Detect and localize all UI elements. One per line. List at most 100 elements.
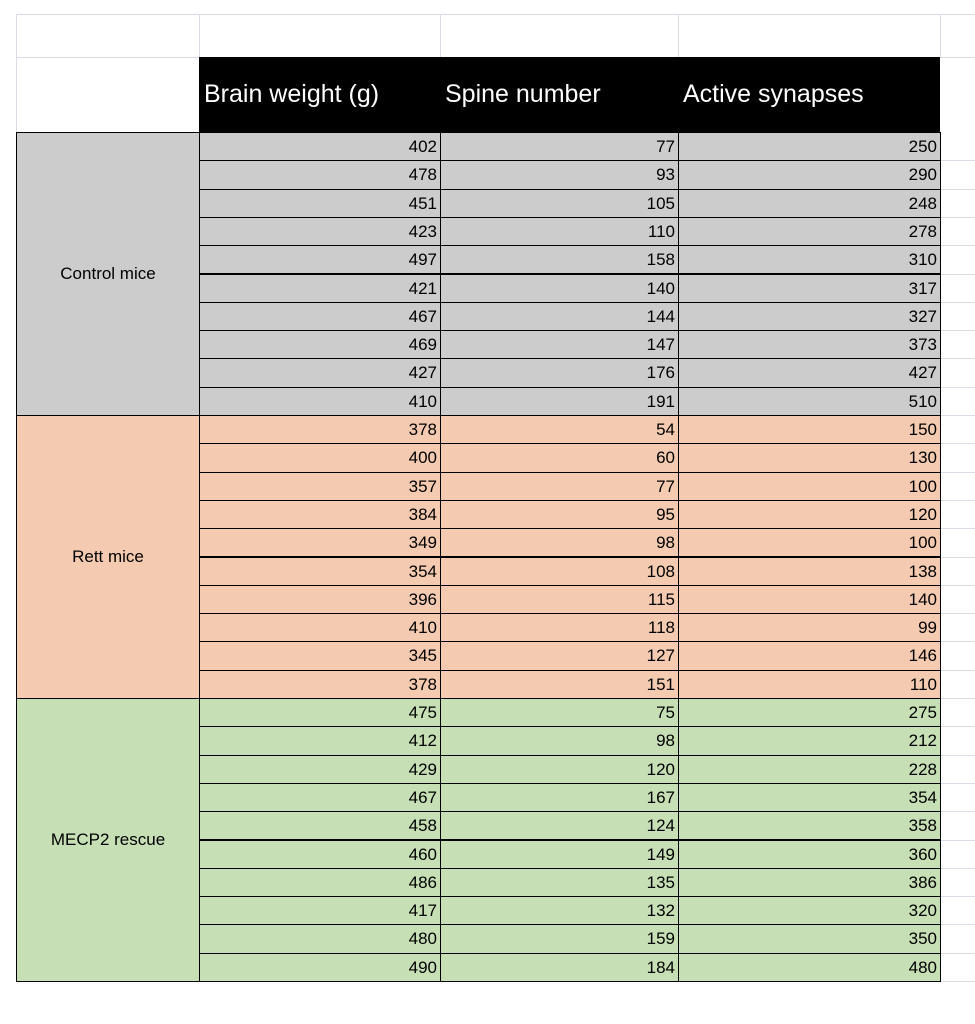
cell: 410 — [199, 386, 441, 416]
cell: 317 — [678, 273, 941, 303]
cell: 248 — [678, 188, 941, 218]
grid-line — [941, 782, 975, 784]
grid-line — [941, 698, 975, 699]
cell: 378 — [199, 415, 441, 445]
cell: 115 — [440, 584, 679, 615]
cell: 417 — [199, 896, 441, 926]
cell: 320 — [678, 896, 941, 926]
cell: 167 — [440, 782, 679, 813]
cell: 427 — [678, 358, 941, 388]
cell: 140 — [678, 584, 941, 615]
cell: 350 — [678, 924, 941, 954]
cell: 176 — [440, 358, 679, 388]
cell: 95 — [440, 499, 679, 530]
grid-line — [941, 669, 975, 671]
cell: 135 — [440, 867, 679, 898]
cell: 212 — [678, 726, 941, 756]
cell: 100 — [678, 471, 941, 501]
grid-line — [941, 216, 975, 218]
cell: 184 — [440, 952, 679, 982]
cell: 138 — [678, 556, 941, 586]
grid-line — [941, 471, 975, 473]
cell: 159 — [440, 924, 679, 954]
cell: 384 — [199, 499, 441, 530]
cell: 421 — [199, 273, 441, 303]
grid-line — [941, 301, 975, 303]
cell: 478 — [199, 160, 441, 190]
grid-line — [16, 14, 17, 57]
grid-line — [941, 896, 975, 898]
cell: 127 — [440, 641, 679, 671]
cell: 120 — [678, 499, 941, 530]
cell: 75 — [440, 698, 679, 728]
cell: 412 — [199, 726, 441, 756]
cell: 77 — [440, 132, 679, 162]
cell: 100 — [678, 528, 941, 558]
grid-line — [941, 867, 975, 869]
grid-line — [941, 499, 975, 501]
cell: 360 — [678, 839, 941, 869]
cell: 354 — [678, 782, 941, 813]
cell: 54 — [440, 415, 679, 445]
cell: 396 — [199, 584, 441, 615]
grid-line — [941, 273, 975, 275]
column-header: Active synapses — [683, 80, 864, 108]
grid-line — [941, 584, 975, 586]
cell: 490 — [199, 952, 441, 982]
cell: 310 — [678, 245, 941, 275]
grid-line — [199, 14, 200, 57]
cell: 357 — [199, 471, 441, 501]
cell: 475 — [199, 698, 441, 728]
group-label: Rett mice — [16, 415, 200, 699]
cell: 132 — [440, 896, 679, 926]
cell: 467 — [199, 782, 441, 813]
cell: 497 — [199, 245, 441, 275]
cell: 99 — [678, 613, 941, 643]
cell: 110 — [678, 669, 941, 699]
cell: 458 — [199, 811, 441, 841]
group-label: Control mice — [16, 132, 200, 416]
cell: 278 — [678, 216, 941, 247]
grid-line — [941, 528, 975, 530]
cell: 349 — [199, 528, 441, 558]
grid-line — [941, 952, 975, 954]
grid-line — [941, 839, 975, 841]
cell: 158 — [440, 245, 679, 275]
cell: 108 — [440, 556, 679, 586]
cell: 60 — [440, 443, 679, 473]
cell: 150 — [678, 415, 941, 445]
cell: 147 — [440, 330, 679, 360]
grid-line — [941, 924, 975, 926]
grid-line — [678, 14, 679, 57]
grid-line — [440, 14, 441, 57]
cell: 120 — [440, 754, 679, 784]
cell: 110 — [440, 216, 679, 247]
cell: 378 — [199, 669, 441, 699]
cell: 93 — [440, 160, 679, 190]
group-label: MECP2 rescue — [16, 698, 200, 982]
cell: 402 — [199, 132, 441, 162]
cell: 400 — [199, 443, 441, 473]
cell: 146 — [678, 641, 941, 671]
cell: 354 — [199, 556, 441, 586]
cell: 469 — [199, 330, 441, 360]
cell: 467 — [199, 301, 441, 332]
grid-line — [941, 981, 975, 982]
cell: 191 — [440, 386, 679, 416]
grid-line — [941, 641, 975, 643]
grid-line — [941, 811, 975, 813]
cell: 429 — [199, 754, 441, 784]
cell: 124 — [440, 811, 679, 841]
cell: 510 — [678, 386, 941, 416]
cell: 486 — [199, 867, 441, 898]
cell: 228 — [678, 754, 941, 784]
cell: 140 — [440, 273, 679, 303]
grid-line — [941, 556, 975, 558]
cell: 149 — [440, 839, 679, 869]
cell: 98 — [440, 528, 679, 558]
grid-line — [941, 358, 975, 360]
column-header: Brain weight (g) — [204, 80, 380, 108]
cell: 451 — [199, 188, 441, 218]
cell: 98 — [440, 726, 679, 756]
